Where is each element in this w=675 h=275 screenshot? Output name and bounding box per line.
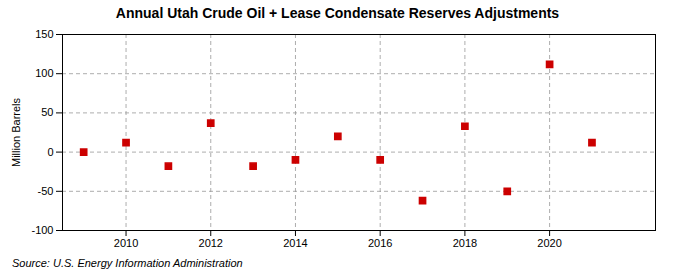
svg-text:Million Barrels: Million Barrels — [10, 97, 22, 167]
svg-text:2018: 2018 — [453, 237, 477, 249]
html-text:Source: U.S. Energy Informatio: Source: U.S. Energy Information Administ… — [12, 257, 243, 269]
svg-text:-50: -50 — [38, 185, 54, 197]
svg-text:2020: 2020 — [537, 237, 561, 249]
svg-text:100: 100 — [35, 67, 53, 79]
svg-text:50: 50 — [41, 106, 53, 118]
svg-text:150: 150 — [35, 28, 53, 40]
svg-text:0: 0 — [47, 146, 53, 158]
svg-text:2012: 2012 — [199, 237, 223, 249]
svg-text:-100: -100 — [31, 224, 53, 236]
svg-text:2016: 2016 — [368, 237, 392, 249]
svg-text:2010: 2010 — [114, 237, 138, 249]
html-text:Annual Utah Crude Oil + Lease: Annual Utah Crude Oil + Lease Condensate… — [115, 5, 560, 21]
svg-text:2014: 2014 — [283, 237, 307, 249]
